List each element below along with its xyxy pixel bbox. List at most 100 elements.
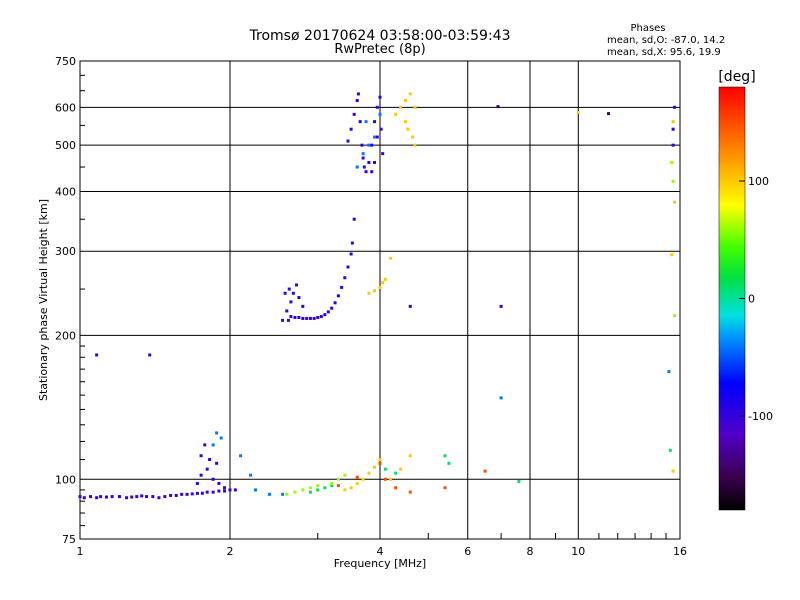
data-point	[373, 120, 377, 124]
data-point	[135, 495, 139, 499]
data-point	[217, 489, 221, 493]
data-point	[316, 315, 320, 319]
data-point	[253, 488, 257, 492]
data-point	[355, 475, 359, 479]
data-point	[289, 315, 293, 319]
legend-line-x: mean, sd,X: 95.6, 19.9	[607, 47, 721, 58]
data-point	[408, 490, 412, 494]
data-point	[375, 105, 379, 109]
colorbar-ticks: 100 0 -100	[739, 175, 773, 423]
data-point	[249, 473, 253, 477]
data-point	[301, 488, 305, 492]
data-point	[190, 492, 194, 496]
data-point	[517, 479, 521, 483]
data-point	[671, 120, 675, 124]
data-point	[673, 200, 677, 204]
data-point	[174, 493, 178, 497]
data-point	[373, 160, 377, 164]
data-point	[403, 99, 407, 103]
data-point	[408, 92, 412, 96]
data-point	[408, 304, 412, 308]
data-point	[373, 135, 377, 139]
colorbar: [deg] 100 0 -100	[718, 69, 773, 511]
data-point	[205, 490, 209, 494]
data-point	[673, 105, 677, 109]
data-point	[389, 477, 393, 481]
data-point	[671, 179, 675, 183]
data-point	[343, 276, 347, 280]
x-tick-label: 1	[77, 545, 84, 558]
data-point	[671, 143, 675, 147]
data-point	[496, 105, 500, 109]
data-point	[389, 256, 393, 260]
data-point	[205, 467, 209, 471]
data-point	[336, 294, 340, 298]
data-point	[378, 95, 382, 99]
data-point	[673, 314, 677, 318]
data-point	[195, 491, 199, 495]
data-point	[163, 495, 167, 499]
data-point	[499, 304, 503, 308]
plot-area: 1 2 4 6 8 10 16 75 100 200 300 400 500 600 750	[55, 55, 687, 558]
data-point	[399, 105, 403, 109]
data-point	[671, 127, 675, 131]
x-tick-label: 10	[571, 545, 585, 558]
data-point	[383, 277, 387, 281]
data-point	[217, 481, 221, 485]
data-point	[293, 490, 297, 494]
data-point	[203, 443, 207, 447]
y-tick-label: 75	[62, 533, 76, 546]
data-point	[406, 127, 410, 131]
data-point	[350, 241, 354, 245]
data-point	[413, 143, 417, 147]
data-point	[110, 495, 114, 499]
data-point	[145, 495, 149, 499]
data-point	[330, 306, 334, 310]
data-point	[233, 488, 237, 492]
data-point	[670, 160, 674, 164]
data-point	[95, 353, 99, 357]
data-point	[208, 457, 212, 461]
data-point	[323, 486, 327, 490]
data-point	[364, 170, 368, 174]
data-point	[670, 253, 674, 257]
chart-subtitle: RwPretec (8p)	[334, 42, 425, 57]
colorbar-tick-label: 0	[748, 293, 755, 306]
data-point	[394, 471, 398, 475]
data-point	[297, 296, 301, 300]
data-point	[211, 443, 215, 447]
data-point	[378, 457, 382, 461]
data-point	[185, 492, 189, 496]
data-point	[346, 139, 350, 143]
colorbar-tick-label: 100	[748, 175, 769, 188]
data-point	[289, 300, 293, 304]
data-point	[312, 316, 316, 320]
phase-legend: Phases mean, sd,O: -87.0, 14.2 mean, sd,…	[607, 23, 725, 58]
data-point	[336, 477, 340, 481]
data-point	[408, 454, 412, 458]
data-point	[151, 495, 155, 499]
y-tick-label: 750	[55, 55, 76, 68]
data-point	[394, 112, 398, 116]
data-point	[195, 481, 199, 485]
data-point	[95, 496, 99, 500]
data-point	[336, 484, 340, 488]
data-point	[89, 495, 93, 499]
data-point	[330, 484, 334, 488]
data-point	[367, 291, 371, 295]
data-point	[78, 495, 82, 499]
data-point	[367, 143, 371, 147]
data-point	[239, 454, 243, 458]
y-tick-label: 300	[55, 245, 76, 258]
x-axis-ticks: 1 2 4 6 8 10 16	[77, 533, 687, 558]
data-point	[394, 486, 398, 490]
data-point	[211, 490, 215, 494]
data-point	[443, 486, 447, 490]
data-point	[413, 105, 417, 109]
legend-line-o: mean, sd,O: -87.0, 14.2	[607, 35, 725, 46]
data-point	[308, 486, 312, 490]
data-point	[352, 112, 356, 116]
data-point	[199, 454, 203, 458]
data-point	[370, 170, 374, 174]
data-point	[200, 491, 204, 495]
